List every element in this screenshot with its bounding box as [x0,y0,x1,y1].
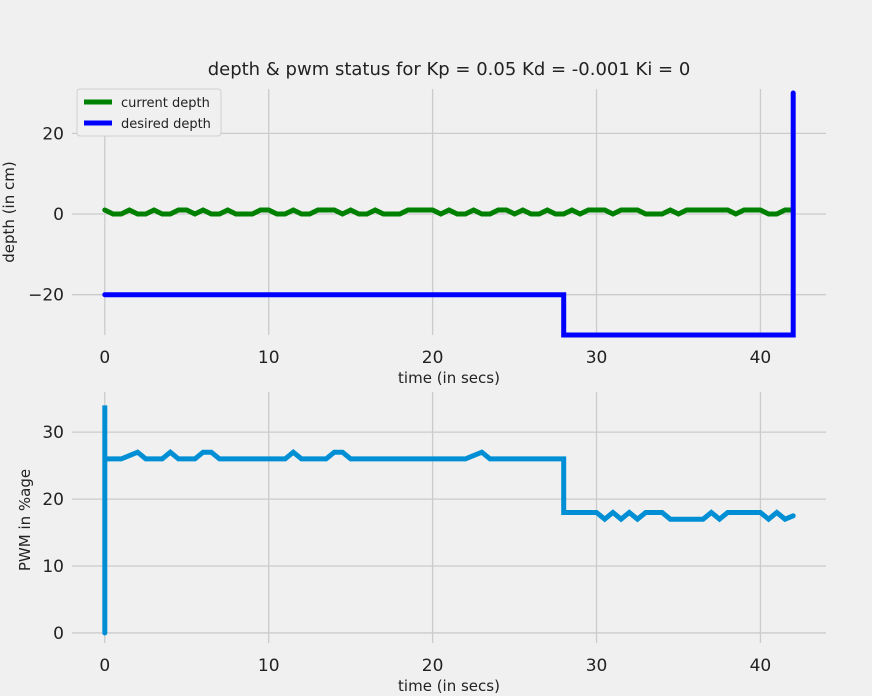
legend: current depth desired depth [76,88,222,137]
pwm-chart-xtick-10: 10 [258,656,280,676]
depth-chart-line-current-depth [102,207,796,217]
chart-title: depth & pwm status for Kp = 0.05 Kd = -0… [208,59,691,80]
pwm-chart-ytick-3: 30 [42,423,64,443]
depth-chart-line-desired-depth [102,90,796,338]
depth-chart-ticks: 0 10 20 30 40 −20 0 20 [28,124,771,368]
pwm-chart-line-series-0 [102,405,796,636]
depth-chart-xtick-10: 10 [258,348,280,368]
pwm-chart: 0 10 20 30 40 0 10 20 30 time (in secs) PWM in %… [16,392,826,695]
pwm-chart-xtick-20: 20 [422,656,444,676]
pwm-chart-ytick-0: 0 [53,624,64,644]
pwm-chart-ytick-2: 20 [42,490,64,510]
depth-chart-xtick-40: 40 [750,348,772,368]
depth-chart-ytick-1: 0 [53,205,64,225]
legend-box [76,88,222,137]
depth-chart-xtick-30: 30 [586,348,608,368]
depth-chart-series [102,90,796,338]
pwm-chart-xlabel: time (in secs) [398,677,500,695]
pwm-chart-xtick-40: 40 [750,656,772,676]
depth-chart-ytick-2: 20 [42,124,64,144]
pwm-chart-xtick-0: 0 [99,656,110,676]
pwm-chart-ytick-1: 10 [42,557,64,577]
pwm-chart-ticks: 0 10 20 30 40 0 10 20 30 [42,423,771,676]
legend-label-desired-depth: desired depth [121,117,211,132]
pwm-chart-ylabel: PWM in %age [16,469,34,571]
pwm-chart-series [102,405,796,636]
legend-label-current-depth: current depth [121,96,210,111]
depth-chart-ytick-0: −20 [28,286,64,306]
depth-chart-ylabel: depth (in cm) [0,161,18,262]
depth-chart-xlabel: time (in secs) [398,369,500,387]
depth-chart-xtick-20: 20 [422,348,444,368]
depth-chart: 0 10 20 30 40 −20 0 20 depth & pwm status for K… [0,59,826,387]
pwm-chart-xtick-30: 30 [586,656,608,676]
depth-chart-xtick-0: 0 [99,348,110,368]
